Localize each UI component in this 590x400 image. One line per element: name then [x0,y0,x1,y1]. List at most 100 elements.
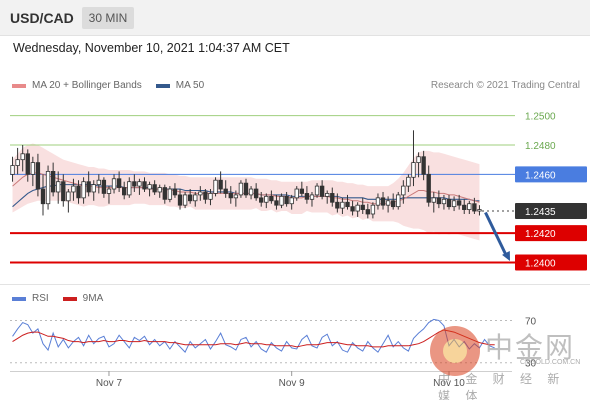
candle [177,189,183,210]
candle-body [25,153,30,175]
candle-body [122,187,127,196]
candle-body [61,181,66,202]
candle [40,174,46,216]
symbol-title: USD/CAD [10,10,74,26]
candle-body [35,162,41,190]
candle-body [314,185,320,196]
candle-body [243,182,249,196]
candle [45,165,51,210]
chart-header: USD/CAD 30 MIN [0,0,590,36]
candle [355,202,360,217]
candle [106,186,112,204]
rsi-level-label: 70 [525,316,537,327]
candle [259,191,264,207]
candle-body [76,185,81,199]
candle-body [162,187,167,200]
candle-body [325,193,330,197]
candle [396,191,401,210]
candle-body [10,165,15,175]
candle-body [330,193,335,203]
candle-body [289,197,294,205]
x-tick-label: Nov 10 [433,378,465,389]
candle-body [406,176,411,187]
candle-body [177,194,183,206]
candle [304,186,310,204]
candle-body [345,201,350,208]
candle-body [81,181,86,199]
candle-body [56,181,61,193]
candle [25,149,30,182]
candle [162,184,167,204]
candle [274,194,279,210]
copyright-text: Research © 2021 Trading Central [430,80,580,91]
candle [467,200,472,214]
candle-body [101,179,107,194]
candle [309,191,315,207]
candle [187,189,193,204]
legend-label-9ma: 9MA [82,293,104,304]
candle-body [299,188,305,194]
pivot-level-box [515,166,587,183]
candle [35,153,41,197]
candle [238,180,244,198]
candle [456,194,462,210]
candle [218,171,223,194]
candle-body [360,204,365,210]
candle-body [456,200,462,206]
candle-body [253,188,259,199]
candle [50,162,56,197]
candle-body [421,156,426,175]
candle [223,180,228,198]
candle-body [462,204,467,210]
candle [61,174,66,207]
x-tick-label: Nov 9 [279,378,306,389]
candle-body [96,179,101,186]
candle-body [213,179,218,194]
candle [436,190,442,209]
timeframe-badge[interactable]: 30 MIN [82,7,134,29]
legend-swatch-ma20 [12,83,26,88]
candle-body [446,198,452,208]
candle [335,193,340,213]
candle [56,171,61,204]
candle-body [66,191,71,202]
candle-body [431,197,436,203]
candle [441,194,447,210]
candle [269,190,274,204]
candle [10,156,15,182]
candle-body [147,184,152,190]
candle [446,194,452,210]
candle-body [152,184,157,193]
candle [30,156,36,187]
candle-body [436,197,442,205]
candle-body [20,153,25,161]
legend-label-rsi: RSI [32,293,49,304]
x-tick-label: Nov 7 [96,378,123,389]
candle [421,150,426,181]
candle [15,147,20,175]
candle [294,186,299,201]
candle [253,183,259,201]
candle [157,184,162,198]
candle [137,178,142,195]
support-level-box [515,254,587,271]
candle-body [472,203,477,212]
candle-body [91,184,96,193]
legend-label-ma50: MA 50 [175,80,205,91]
candle [152,180,157,195]
candle-body [441,198,447,205]
projection-arrow-head [502,250,510,261]
candle-body [284,195,289,205]
rsi-level-label: 30 [525,359,537,370]
candle [325,190,330,204]
candle-body [15,159,20,166]
legend-swatch-rsi [12,296,26,301]
legend-swatch-9ma [62,296,77,301]
candle-body [106,188,112,194]
candle [111,174,117,194]
candle-body [203,191,208,200]
candle [279,193,284,209]
candle-body [451,200,457,208]
candle [345,194,350,210]
